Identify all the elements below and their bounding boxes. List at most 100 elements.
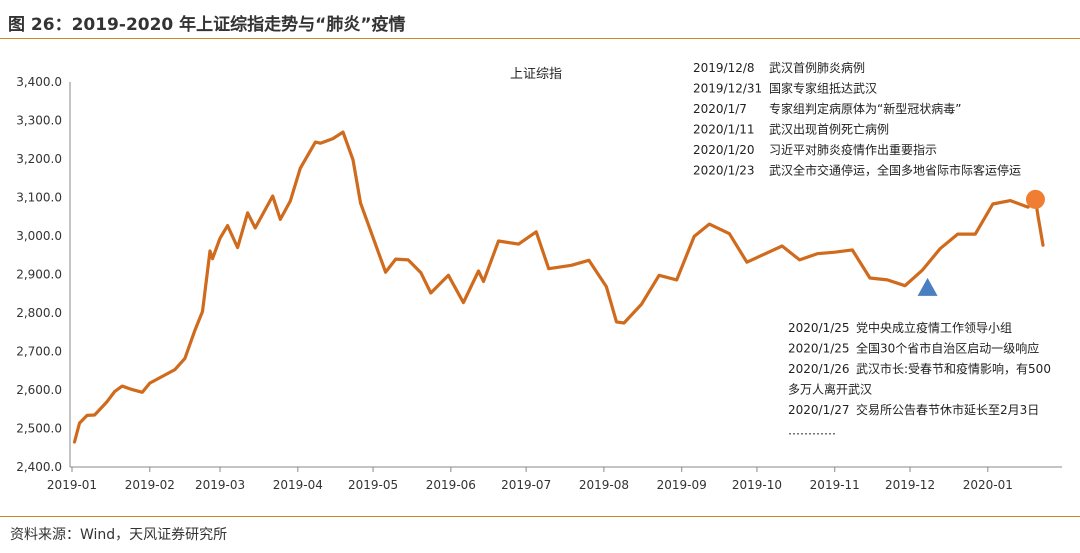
data-point	[904, 284, 906, 287]
data-point	[746, 261, 748, 263]
data-point	[570, 264, 573, 267]
footer-divider	[0, 516, 1080, 517]
annotation-text: 多万人离开武汉	[788, 382, 872, 397]
data-point	[211, 257, 214, 260]
data-point	[419, 271, 422, 274]
data-point	[236, 246, 239, 249]
data-point	[106, 400, 108, 403]
data-point	[497, 240, 500, 242]
data-point	[535, 230, 537, 233]
data-point	[246, 212, 249, 214]
series-label: 上证综指	[510, 67, 562, 82]
annotation-date: 2019/12/31	[693, 82, 762, 96]
x-tick-label: 2019-02	[125, 478, 175, 492]
y-tick-label: 2,600.0	[16, 383, 62, 397]
annotation-text: 专家组判定病原体为“新型冠状病毒”	[769, 101, 961, 116]
data-point	[352, 158, 354, 161]
data-point	[588, 259, 590, 262]
data-point	[816, 252, 818, 255]
data-point	[956, 233, 959, 235]
data-point	[693, 235, 696, 238]
x-tick-label: 2019-01	[47, 478, 97, 492]
data-point	[708, 223, 711, 225]
source-note: 资料来源：Wind，天风证券研究所	[10, 527, 228, 543]
x-tick-label: 2019-03	[195, 478, 245, 492]
data-point	[482, 280, 485, 283]
data-point	[279, 218, 282, 221]
data-point	[86, 414, 88, 417]
data-point	[447, 274, 450, 277]
data-point	[184, 357, 186, 360]
data-point	[194, 329, 196, 332]
annotation-date: 2020/1/26	[788, 362, 850, 376]
y-axis: 2,400.0 2,500.0 2,600.0 2,700.0 2,800.0 2,900…	[16, 75, 71, 474]
x-tick-label: 2019-09	[657, 478, 707, 492]
x-tick-label: 2019-07	[501, 478, 551, 492]
x-tick-label: 2020-01	[963, 478, 1013, 492]
data-point	[394, 258, 397, 260]
data-point	[271, 195, 274, 197]
y-tick-label: 2,400.0	[16, 460, 62, 474]
x-tick-label: 2019-10	[732, 478, 782, 492]
annotation-date: 2019/12/8	[693, 61, 755, 75]
y-tick-label: 2,700.0	[16, 345, 62, 359]
data-point	[342, 131, 344, 133]
annotation-date: 2020/1/20	[693, 143, 755, 157]
annotation-date: 2020/1/27	[788, 403, 850, 417]
data-point	[605, 286, 608, 288]
y-tick-label: 3,100.0	[16, 191, 62, 205]
data-point	[299, 167, 302, 170]
y-tick-label: 3,300.0	[16, 114, 62, 128]
x-axis: 2019-01 2019-02 2019-03 2019-04 2019-05 2019-…	[47, 466, 1062, 492]
data-point	[1037, 215, 1039, 217]
data-point	[851, 249, 854, 251]
annotation-date: 2020/1/25	[788, 321, 850, 335]
data-point	[477, 270, 480, 272]
annotation-text: 习近平对肺炎疫情作出重要指示	[769, 142, 937, 157]
annotation-text: 武汉出现首例死亡病例	[769, 122, 889, 137]
data-point	[1042, 244, 1044, 247]
data-point	[886, 279, 889, 281]
data-point	[314, 141, 317, 143]
y-tick-label: 2,800.0	[16, 306, 62, 320]
data-point	[640, 303, 643, 305]
data-point	[174, 368, 176, 371]
data-point	[547, 267, 550, 270]
figure-title: 图 26：2019-2020 年上证综指走势与“肺炎”疫情	[8, 15, 406, 35]
x-tick-label: 2019-06	[426, 478, 476, 492]
annotation-date: 2020/1/25	[788, 342, 850, 356]
y-tick-label: 2,900.0	[16, 268, 62, 282]
annotation-text: 国家专家组抵达武汉	[769, 81, 877, 96]
annotation-box-bottom: 2020/1/25 党中央成立疫情工作领导小组 2020/1/25 全国30个省市自治…	[788, 320, 1051, 438]
annotation-text: 全国30个省市自治区启动一级响应	[856, 341, 1039, 356]
data-point	[869, 277, 871, 279]
annotation-date: 2020/1/23	[693, 164, 755, 178]
plot-area	[72, 130, 1045, 444]
data-point	[1027, 206, 1029, 208]
data-point	[78, 422, 81, 424]
annotation-box-top: 2019/12/8 武汉首例肺炎病例 2019/12/31 国家专家组抵达武汉 2020…	[693, 60, 1021, 178]
data-point	[728, 232, 731, 235]
annotation-text: 交易所公告春节休市延长至2月3日	[856, 402, 1039, 417]
data-point	[384, 271, 387, 273]
y-tick-label: 2,500.0	[16, 422, 62, 436]
annotation-date: 2020/1/7	[693, 102, 747, 116]
marker-triangle	[917, 277, 938, 296]
annotation-text: 武汉市长:受春节和疫情影响，有500	[856, 361, 1051, 376]
data-point	[623, 322, 625, 324]
data-point	[73, 441, 76, 443]
data-point	[974, 233, 977, 235]
title-divider	[0, 38, 1080, 39]
data-point	[429, 292, 432, 294]
data-point	[833, 251, 836, 253]
annotation-text: 党中央成立疫情工作领导小组	[856, 320, 1012, 335]
data-point	[939, 247, 941, 250]
data-point	[93, 414, 96, 416]
data-point	[201, 310, 204, 313]
data-point	[675, 279, 678, 281]
data-point	[289, 200, 292, 202]
x-tick-label: 2019-11	[810, 478, 860, 492]
data-point	[332, 137, 334, 140]
data-point	[209, 250, 211, 252]
